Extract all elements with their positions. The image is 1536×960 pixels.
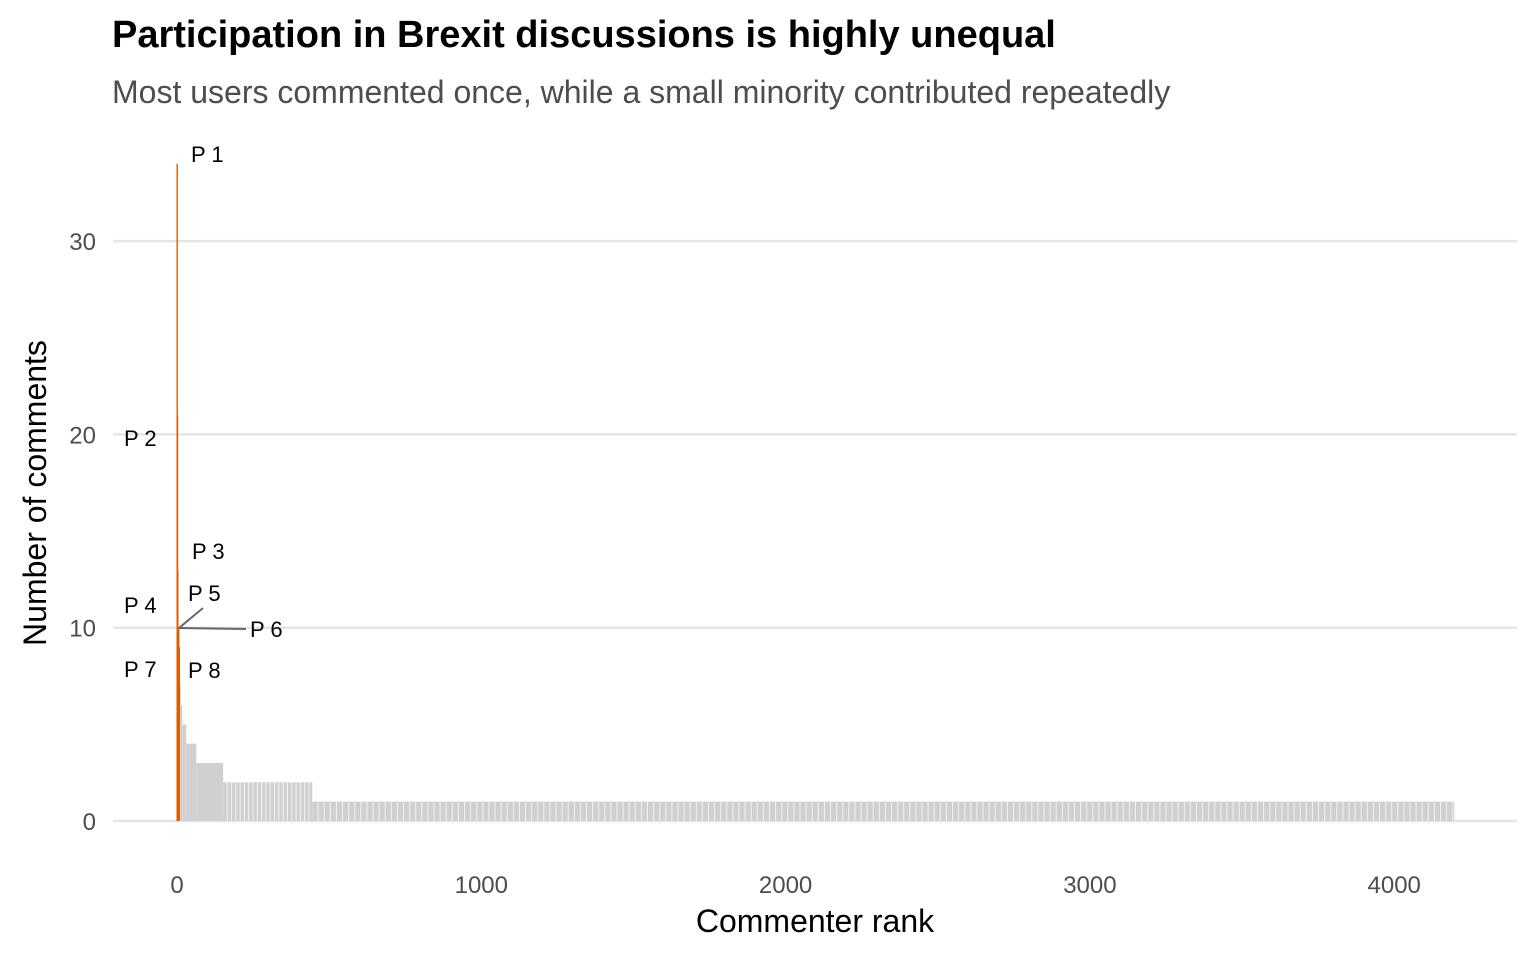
chart-title: Participation in Brexit discussions is h… — [112, 14, 1056, 56]
y-tick-label: 30 — [69, 229, 96, 256]
bar-tail-value-7 — [179, 685, 181, 821]
y-tick-label: 0 — [83, 809, 96, 836]
data-label-p8: P 8 — [188, 658, 221, 683]
bar-tail-value-5 — [182, 724, 187, 821]
x-tick-label: 4000 — [1368, 872, 1421, 899]
y-tick-label: 10 — [69, 616, 96, 643]
x-tick-label: 0 — [170, 872, 183, 899]
y-tick-label: 20 — [69, 422, 96, 449]
label-connector-p6 — [178, 627, 247, 630]
x-axis-label: Commenter rank — [696, 903, 935, 939]
bar-tail-value-2 — [223, 782, 313, 821]
data-label-p7: P 7 — [124, 657, 157, 682]
x-tick-label: 2000 — [759, 872, 812, 899]
data-label-p6: P 6 — [250, 617, 283, 642]
chart-subtitle: Most users commented once, while a small… — [112, 74, 1171, 110]
data-label-p5: P 5 — [188, 581, 221, 606]
x-tick-label: 3000 — [1063, 872, 1116, 899]
bar-tail-value-4 — [186, 743, 197, 821]
data-label-p4: P 4 — [124, 593, 157, 618]
bar-tail-value-1 — [312, 801, 1455, 821]
y-axis-label: Number of comments — [17, 340, 53, 646]
bar-tail-value-3 — [196, 763, 224, 821]
data-label-p3: P 3 — [192, 539, 225, 564]
x-tick-label: 1000 — [455, 872, 508, 899]
data-label-p2: P 2 — [124, 426, 157, 451]
data-label-p1: P 1 — [191, 142, 224, 167]
bar-p8 — [178, 647, 181, 821]
label-connector-p5 — [178, 607, 204, 629]
bar-tail-value-6 — [180, 705, 183, 821]
